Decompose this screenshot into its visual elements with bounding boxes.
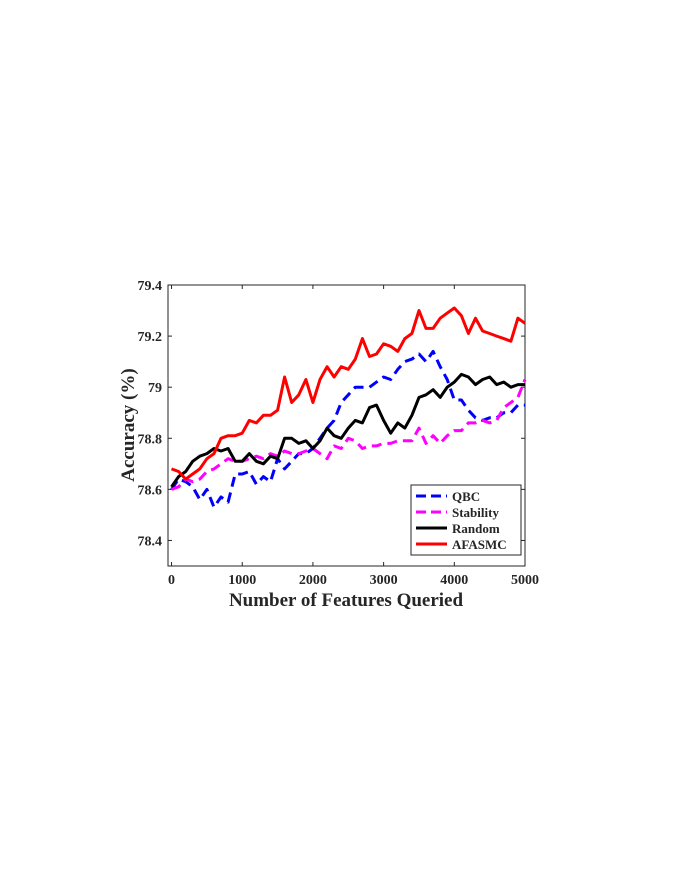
- series-lines: [170, 306, 527, 509]
- x-tick-label: 2000: [299, 573, 327, 588]
- x-tick-label: 4000: [440, 573, 468, 588]
- x-tick-label: 1000: [228, 573, 256, 588]
- y-tick-label: 79.2: [138, 330, 163, 345]
- series-line-stability: [170, 378, 527, 491]
- x-tick-label: 5000: [511, 573, 539, 588]
- series-line-afasmc: [170, 306, 526, 481]
- series-line-qbc: [170, 349, 525, 509]
- legend-label-afasmc: AFASMC: [452, 537, 507, 552]
- x-tick-label: 3000: [370, 573, 398, 588]
- series-line-random: [170, 372, 525, 488]
- x-tick-label: 0: [168, 573, 175, 588]
- legend-label-stability: Stability: [452, 505, 499, 520]
- y-tick-label: 79: [148, 381, 162, 396]
- y-axis-title: Accuracy (%): [118, 368, 139, 481]
- y-tick-label: 78.8: [138, 432, 163, 447]
- x-axis-title: Number of Features Queried: [229, 590, 464, 611]
- y-tick-label: 79.4: [138, 279, 163, 294]
- axis-ticks: 0 1000 2000 3000 4000 5000 78.4 78.6 78.8 79 79.2 7…: [138, 279, 540, 588]
- legend-label-qbc: QBC: [452, 489, 480, 504]
- y-tick-label: 78.4: [138, 534, 163, 549]
- y-tick-label: 78.6: [138, 483, 163, 498]
- legend-label-random: Random: [452, 521, 500, 536]
